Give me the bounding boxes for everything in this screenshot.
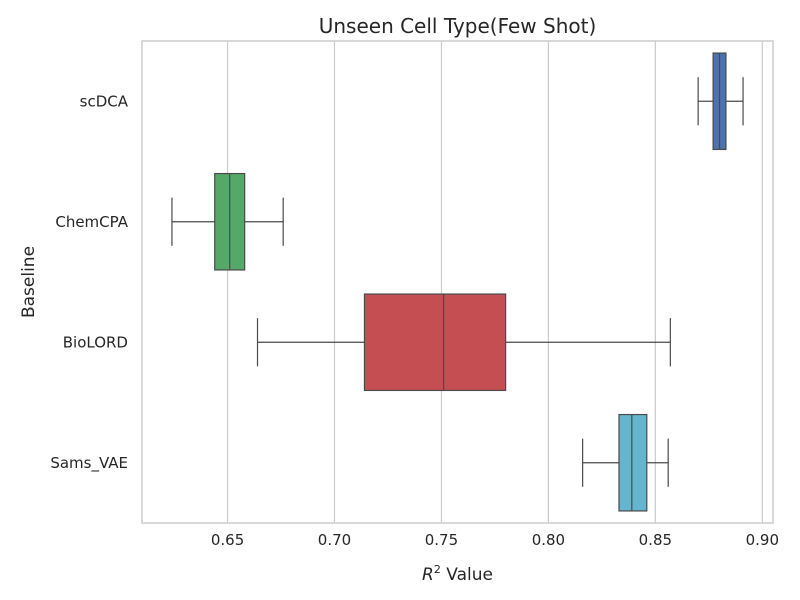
x-tick-label: 0.85 [639,531,672,549]
x-axis-label-superscript: 2 [434,563,441,576]
x-tick-label: 0.90 [746,531,779,549]
box-sams-vae [582,413,669,512]
x-axis-label-suffix: Value [441,565,493,585]
grid-lines [226,41,763,523]
x-tick-label: 0.65 [211,531,244,549]
box-scdca [697,52,744,151]
y-tick-label: scDCA [80,92,129,110]
x-tick-label: 0.75 [425,531,458,549]
x-tick-label: 0.70 [318,531,351,549]
y-axis-label: Baseline [19,246,39,318]
box-biolord [256,293,671,392]
x-tick-labels: 0.65 0.70 0.75 0.80 0.85 0.90 [211,531,779,549]
chart-title: Unseen Cell Type(Few Shot) [319,14,597,38]
x-axis-label-symbol: R [422,565,434,585]
x-tick-label: 0.80 [532,531,565,549]
y-tick-label: BioLORD [63,333,128,351]
iqr-box [363,293,507,392]
box-chemcpa [171,172,284,271]
x-axis-label: R2 Value [422,563,493,585]
box-series [171,52,744,512]
y-tick-labels: scDCA ChemCPA BioLORD Sams_VAE [50,92,128,473]
iqr-box [618,413,648,512]
y-tick-label: Sams_VAE [50,454,128,473]
y-tick-label: ChemCPA [55,213,128,231]
plot-frame [141,40,774,524]
